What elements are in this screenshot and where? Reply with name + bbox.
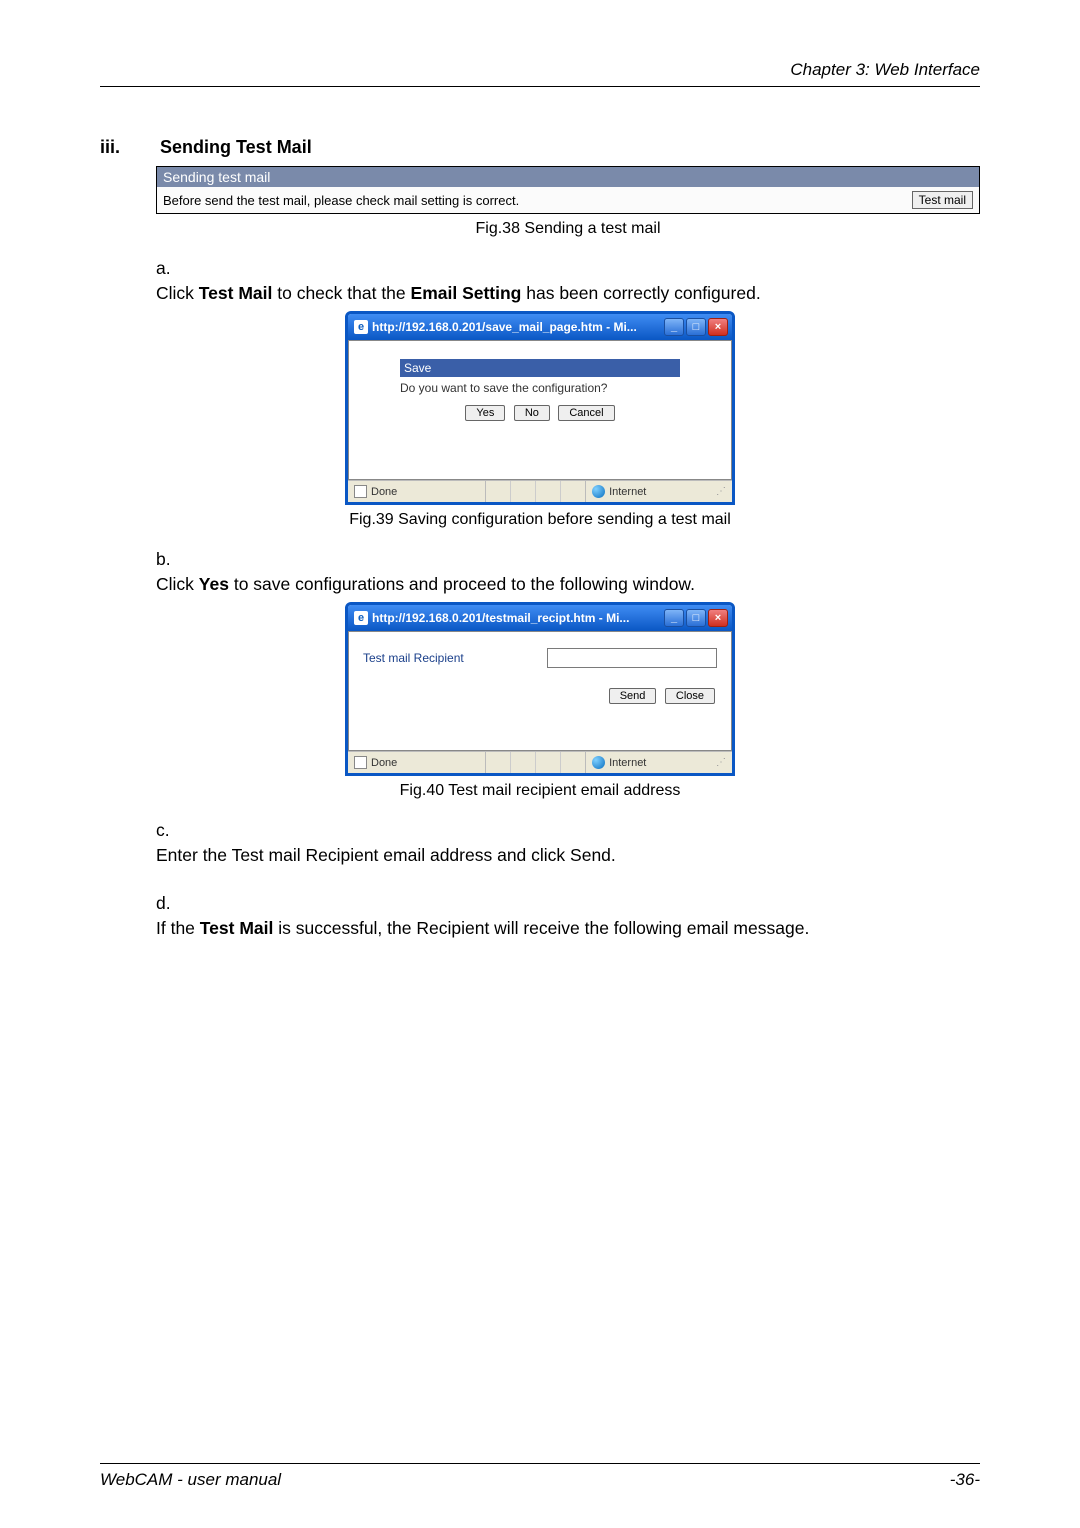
step-d-letter: d. xyxy=(156,891,184,916)
ie-icon: e xyxy=(354,320,368,334)
dialog1-title: http://192.168.0.201/save_mail_page.htm … xyxy=(372,320,637,334)
close-window-button[interactable]: × xyxy=(708,609,728,627)
cancel-button[interactable]: Cancel xyxy=(558,405,614,421)
step-a: a. Click Test Mail to check that the Ema… xyxy=(156,256,980,305)
step-b-post: to save configurations and proceed to th… xyxy=(229,574,695,594)
close-button[interactable]: Close xyxy=(665,688,715,704)
footer-right: -36- xyxy=(950,1470,980,1490)
minimize-button[interactable]: _ xyxy=(664,609,684,627)
footer-left: WebCAM - user manual xyxy=(100,1470,281,1490)
status-internet: Internet xyxy=(609,486,646,498)
chapter-header: Chapter 3: Web Interface xyxy=(100,60,980,87)
section-number: iii. xyxy=(100,137,155,158)
step-a-letter: a. xyxy=(156,256,184,281)
close-window-button[interactable]: × xyxy=(708,318,728,336)
step-b: b. Click Yes to save configurations and … xyxy=(156,547,980,596)
step-b-pre: Click xyxy=(156,574,199,594)
fig40-caption: Fig.40 Test mail recipient email address xyxy=(100,782,980,800)
minimize-button[interactable]: _ xyxy=(664,318,684,336)
test-mail-button[interactable]: Test mail xyxy=(912,191,973,209)
dialog1-statusbar: Done Internet ⋰ xyxy=(348,480,732,502)
page-icon xyxy=(354,756,367,769)
step-a-mid: to check that the xyxy=(272,283,410,303)
step-d-pre: If the xyxy=(156,918,200,938)
test-mail-recipient-dialog: e http://192.168.0.201/testmail_recipt.h… xyxy=(345,602,735,776)
step-b-letter: b. xyxy=(156,547,184,572)
sending-panel-title: Sending test mail xyxy=(157,167,979,187)
step-d-bold1: Test Mail xyxy=(200,918,274,938)
status-internet: Internet xyxy=(609,757,646,769)
step-c: c. Enter the Test mail Recipient email a… xyxy=(156,818,980,867)
resize-grip-icon: ⋰ xyxy=(716,486,726,497)
step-d-text: If the Test Mail is successful, the Reci… xyxy=(156,916,948,941)
fig38-caption: Fig.38 Sending a test mail xyxy=(156,220,980,238)
status-done: Done xyxy=(371,486,397,498)
step-c-text: Enter the Test mail Recipient email addr… xyxy=(156,843,948,868)
save-box-message: Do you want to save the configuration? xyxy=(400,377,680,403)
yes-button[interactable]: Yes xyxy=(465,405,505,421)
recipient-input[interactable] xyxy=(547,648,717,668)
section-heading: iii. Sending Test Mail xyxy=(100,137,980,158)
resize-grip-icon: ⋰ xyxy=(716,757,726,768)
step-b-bold1: Yes xyxy=(199,574,229,594)
globe-icon xyxy=(592,485,605,498)
status-done: Done xyxy=(371,757,397,769)
dialog1-titlebar: e http://192.168.0.201/save_mail_page.ht… xyxy=(348,314,732,340)
sending-test-mail-panel: Sending test mail Before send the test m… xyxy=(156,166,980,214)
no-button[interactable]: No xyxy=(514,405,550,421)
step-a-bold1: Test Mail xyxy=(199,283,273,303)
step-a-pre: Click xyxy=(156,283,199,303)
dialog2-statusbar: Done Internet ⋰ xyxy=(348,751,732,773)
send-button[interactable]: Send xyxy=(609,688,657,704)
page-footer: WebCAM - user manual -36- xyxy=(100,1463,980,1490)
step-d: d. If the Test Mail is successful, the R… xyxy=(156,891,980,940)
step-c-letter: c. xyxy=(156,818,184,843)
maximize-button[interactable]: □ xyxy=(686,609,706,627)
fig39-caption: Fig.39 Saving configuration before sendi… xyxy=(100,511,980,529)
save-config-dialog: e http://192.168.0.201/save_mail_page.ht… xyxy=(345,311,735,505)
globe-icon xyxy=(592,756,605,769)
save-box-title: Save xyxy=(400,359,680,377)
ie-icon: e xyxy=(354,611,368,625)
step-a-text: Click Test Mail to check that the Email … xyxy=(156,281,948,306)
step-a-post: has been correctly configured. xyxy=(521,283,760,303)
maximize-button[interactable]: □ xyxy=(686,318,706,336)
step-d-post: is successful, the Recipient will receiv… xyxy=(273,918,809,938)
recipient-label: Test mail Recipient xyxy=(363,651,464,665)
step-a-bold2: Email Setting xyxy=(411,283,522,303)
dialog2-titlebar: e http://192.168.0.201/testmail_recipt.h… xyxy=(348,605,732,631)
page-icon xyxy=(354,485,367,498)
step-b-text: Click Yes to save configurations and pro… xyxy=(156,572,948,597)
sending-panel-text: Before send the test mail, please check … xyxy=(163,193,519,208)
section-title: Sending Test Mail xyxy=(160,137,312,158)
dialog2-title: http://192.168.0.201/testmail_recipt.htm… xyxy=(372,611,629,625)
